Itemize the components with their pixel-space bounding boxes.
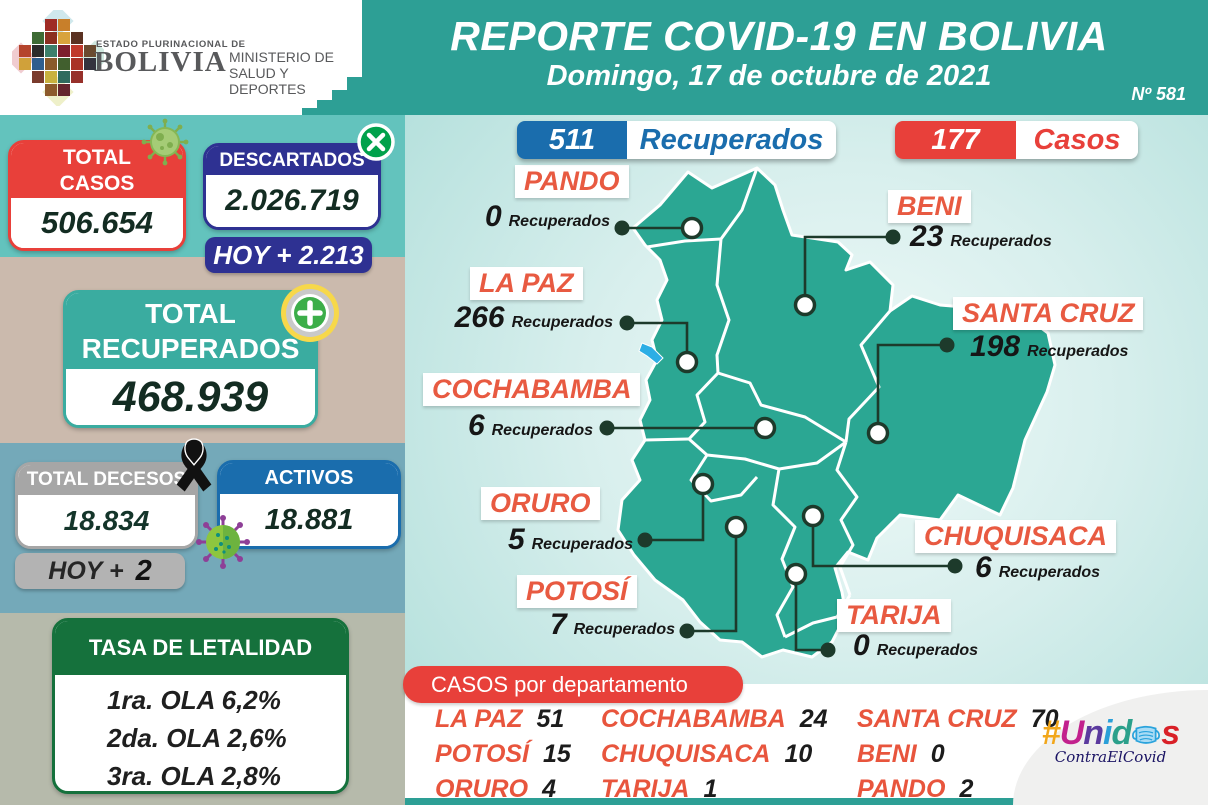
descartados-value: 2.026.719 [206, 175, 378, 227]
case-row-la-paz: LA PAZ 51 [435, 705, 565, 733]
dept-recovered-cochabamba: 6 Recuperados [467, 409, 593, 442]
virus-icon [196, 515, 250, 569]
dept-recovered-beni: 23 Recuperados [910, 220, 1052, 253]
dept-recovered-tarija: 0 Recuperados [853, 629, 979, 662]
unidos-wordmark: #Unid s [1041, 714, 1180, 752]
descartados-today-pill: HOY + 2.213 [205, 237, 372, 273]
dept-label-tarija: TARIJA [837, 599, 951, 632]
bolivia-state-emblem-icon [12, 10, 104, 106]
recovered-total-label: Recuperados [627, 121, 836, 159]
case-row-tarija: TARIJA 1 [601, 775, 718, 803]
dept-recovered-santa-cruz: 198 Recuperados [970, 330, 1129, 363]
department-markers [675, 216, 890, 586]
tasa-letalidad-title: TASA DE LETALIDAD [55, 621, 346, 675]
dept-label-pando: PANDO [515, 165, 629, 198]
title-band: REPORTE COVID-19 EN BOLIVIA Domingo, 17 … [302, 0, 1208, 115]
tasa-row-1: 1ra. OLA 6,2% [107, 685, 281, 715]
total-recuperados-value: 468.939 [66, 369, 315, 425]
total-decesos-value: 18.834 [18, 495, 195, 546]
virus-icon [141, 118, 189, 166]
cases-total-badge: 177 Casos [895, 121, 1138, 159]
dept-recovered-pando: 0 Recuperados [484, 200, 610, 233]
dept-label-chuquisaca: CHUQUISACA [915, 520, 1117, 553]
tasa-row-3: 3ra. OLA 2,8% [107, 761, 281, 791]
report-number: Nº 581 [1131, 84, 1186, 104]
face-mask-icon [1132, 725, 1161, 744]
case-row-oruro: ORURO 4 [435, 775, 556, 803]
dept-label-beni: BENI [888, 190, 971, 223]
dept-recovered-oruro: 5 Recuperados [507, 523, 633, 556]
report-date: Domingo, 17 de octubre de 2021 [546, 60, 992, 92]
recovered-total-value: 511 [517, 121, 627, 159]
estado-plurinacional-label: ESTADO PLURINACIONAL DE [96, 39, 246, 50]
bottom-strip [405, 798, 1208, 805]
bolivia-wordmark: BOLIVIA [94, 46, 227, 78]
mourning-ribbon-icon [176, 438, 212, 492]
bolivia-map [599, 166, 1057, 659]
total-decesos-title: TOTAL DECESOS [18, 465, 195, 495]
tasa-letalidad-body: 1ra. OLA 6,2% 2da. OLA 2,6% 3ra. OLA 2,8… [55, 675, 346, 791]
descartados-title: DESCARTADOS [206, 146, 378, 175]
case-row-pando: PANDO 2 [857, 775, 974, 803]
cases-section-title: CASOS por departamento [403, 666, 743, 703]
case-row-chuquisaca: CHUQUISACA 10 [601, 740, 813, 768]
ministry-label: MINISTERIO DE SALUD Y DEPORTES [229, 49, 335, 98]
cases-column-2: COCHABAMBA 24 CHUQUISACA 10 TARIJA 1 [601, 705, 828, 805]
dept-label-cochabamba: COCHABAMBA [423, 373, 641, 406]
plus-circle-icon [281, 284, 339, 342]
descartados-card: DESCARTADOS 2.026.719 [203, 143, 381, 230]
case-row-cochabamba: COCHABAMBA 24 [601, 705, 828, 733]
case-row-potosi: POTOSÍ 15 [435, 740, 571, 768]
cases-column-1: LA PAZ 51 POTOSÍ 15 ORURO 4 [435, 705, 571, 805]
tasa-letalidad-card: TASA DE LETALIDAD 1ra. OLA 6,2% 2da. OLA… [52, 618, 349, 794]
activos-card: ACTIVOS 18.881 [217, 460, 401, 549]
campaign-logo-panel: #Unid s ContraElCovid [1013, 690, 1208, 805]
total-recuperados-title: TOTAL RECUPERADOS [66, 293, 315, 369]
dept-label-santa-cruz: SANTA CRUZ [953, 297, 1144, 330]
cases-total-value: 177 [895, 121, 1016, 159]
decesos-today-value: 2 [135, 554, 152, 587]
total-casos-value: 506.654 [11, 198, 183, 248]
report-title: REPORTE COVID-19 EN BOLIVIA [450, 13, 1108, 59]
dept-label-potosi: POTOSÍ [517, 575, 637, 608]
dept-label-la-paz: LA PAZ [470, 267, 583, 300]
lake-titicaca [638, 342, 664, 365]
dept-recovered-chuquisaca: 6 Recuperados [975, 551, 1101, 584]
leader-lines [607, 226, 955, 652]
recovered-total-badge: 511 Recuperados [517, 121, 836, 159]
dept-recovered-la-paz: 266 Recuperados [454, 301, 613, 334]
x-circle-icon [357, 123, 395, 161]
activos-value: 18.881 [220, 494, 398, 546]
dept-recovered-potosi: 7 Recuperados [549, 608, 675, 641]
tasa-row-2: 2da. OLA 2,6% [107, 723, 287, 753]
total-casos-card: TOTAL CASOS 506.654 [8, 140, 186, 251]
case-row-santa-cruz: SANTA CRUZ 70 [857, 705, 1059, 733]
total-recuperados-card: TOTAL RECUPERADOS 468.939 [63, 290, 318, 428]
activos-title: ACTIVOS [220, 463, 398, 494]
cases-total-label: Casos [1016, 121, 1138, 159]
map-area: 511 Recuperados 177 Casos PANDO 0 Recupe… [403, 115, 1208, 805]
decesos-today-pill: HOY + 2 [15, 553, 185, 589]
header: ESTADO PLURINACIONAL DE BOLIVIA MINISTER… [0, 0, 1208, 115]
case-row-beni: BENI 0 [857, 740, 945, 768]
label-dots [599, 220, 963, 658]
decesos-today-label: HOY + [48, 556, 124, 585]
cases-column-3: SANTA CRUZ 70 BENI 0 PANDO 2 [857, 705, 1059, 805]
campaign-tagline: ContraElCovid [1054, 748, 1167, 766]
dept-label-oruro: ORURO [481, 487, 600, 520]
total-decesos-card: TOTAL DECESOS 18.834 [15, 462, 198, 549]
